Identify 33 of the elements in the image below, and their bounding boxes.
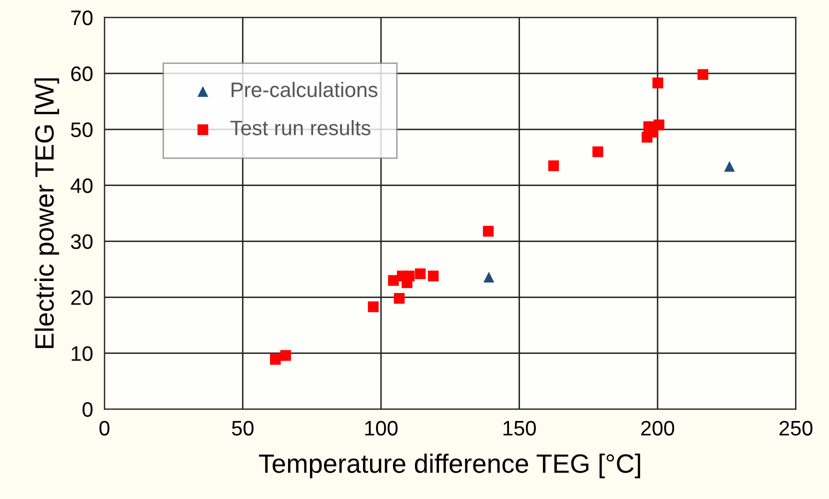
y-tick-label: 50 — [71, 122, 93, 138]
legend-label: Pre-calculations — [232, 82, 378, 98]
point — [483, 272, 494, 282]
y-tick-label: 60 — [71, 66, 93, 82]
point — [368, 301, 379, 312]
point — [482, 226, 494, 237]
point — [654, 120, 664, 130]
point — [404, 270, 415, 282]
y-tick-label: 30 — [70, 234, 93, 250]
x-tick-label: 50 — [232, 420, 254, 436]
point — [394, 293, 405, 304]
x-tick-label: 0 — [99, 420, 110, 436]
point — [652, 78, 664, 88]
point — [414, 268, 426, 280]
x-axis-title: Temperature difference TEG [°C] — [258, 454, 640, 478]
x-tick-label: 250 — [780, 420, 812, 436]
point — [724, 160, 735, 172]
point — [280, 350, 291, 361]
x-tick-label: 200 — [641, 420, 674, 436]
y-tick-label: 0 — [82, 402, 93, 417]
x-tick-label: 100 — [365, 420, 398, 436]
point — [548, 160, 559, 172]
y-axis-title: Electric power TEG [W] — [34, 78, 60, 348]
y-tick-label: 20 — [71, 290, 93, 306]
y-tick-label: 10 — [72, 346, 93, 361]
point — [428, 270, 439, 282]
point — [270, 354, 281, 365]
legend-label: Test run results — [230, 120, 370, 136]
y-tick-label: 40 — [70, 178, 93, 194]
x-tick-label: 150 — [503, 420, 536, 436]
point — [592, 146, 604, 158]
y-tick-label: 70 — [71, 10, 93, 26]
point — [698, 69, 708, 80]
